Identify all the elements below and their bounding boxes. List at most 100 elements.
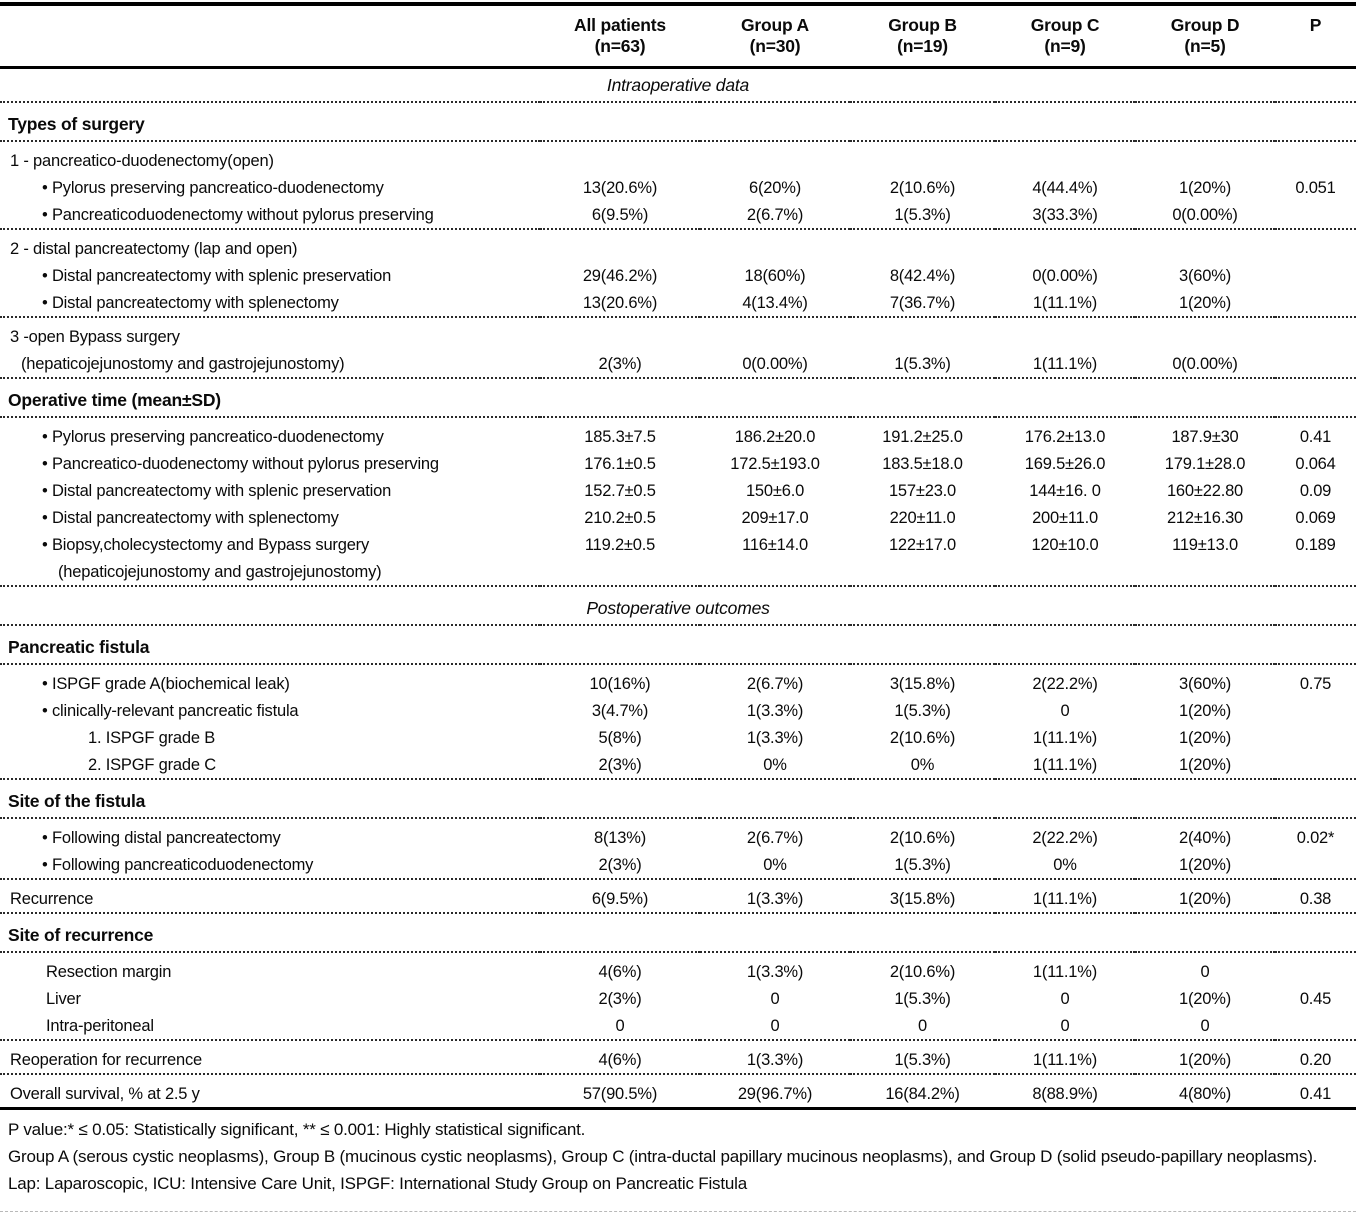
cell-value: 1(11.1%): [1032, 962, 1098, 981]
table-row: • Biopsy,cholecystectomy and Bypass surg…: [0, 531, 1356, 558]
table-row: • Distal pancreatectomy with splenectomy…: [0, 289, 1356, 317]
cell-value: 172.5±193.0: [730, 454, 820, 473]
row-label: 3 -open Bypass surgery: [10, 327, 180, 346]
section-separator: [0, 140, 1356, 147]
header-col-sub: (n=19): [897, 36, 948, 56]
cell-value: 2(22.2%): [1032, 674, 1098, 693]
header-empty-cell: [0, 6, 540, 69]
table-bottom-rule: [0, 1107, 1356, 1110]
section-separator: [0, 624, 1356, 631]
section-separator: [0, 1039, 1356, 1046]
cell-p-value: 0.41: [1299, 427, 1332, 446]
cell-value: 4(44.4%): [1032, 178, 1098, 197]
separator-line: [0, 1039, 1356, 1046]
table-row: Overall survival, % at 2.5 y 57(90.5%) 29(…: [0, 1080, 1356, 1107]
section-separator: [0, 912, 1356, 919]
cell-value: 169.5±26.0: [1024, 454, 1106, 473]
cell-value: 0(0.00%): [1172, 354, 1238, 373]
table-body: Intraoperative data Types of surgery 1 - p…: [0, 68, 1356, 1108]
row-label: Resection margin: [46, 962, 172, 981]
row-label: Intra-peritoneal: [46, 1016, 154, 1035]
cell-value: 5(8%): [598, 728, 642, 747]
cell-value: 144±16. 0: [1029, 481, 1101, 500]
cell-value: [700, 147, 850, 174]
section-header-label: Site of recurrence: [8, 925, 154, 945]
cell-value: 0: [615, 1016, 625, 1035]
cell-value: [700, 558, 850, 586]
cell-value: 152.7±0.5: [584, 481, 656, 500]
footnote-abbreviations: Lap: Laparoscopic, ICU: Intensive Care U…: [8, 1174, 747, 1193]
table-row: • Distal pancreatectomy with splenic pre…: [0, 262, 1356, 289]
row-label: • Distal pancreatectomy with splenectomy: [42, 293, 339, 312]
row-label: • Pancreaticoduodenectomy without pyloru…: [42, 205, 434, 224]
cell-value: 0: [770, 989, 780, 1008]
cell-value: 0: [770, 1016, 780, 1035]
cell-value: 4(6%): [598, 962, 642, 981]
cell-value: [850, 558, 995, 586]
cell-value: 2(10.6%): [889, 962, 956, 981]
page-bottom-faint-rule: [0, 1211, 1356, 1212]
cell-value: 1(20%): [1179, 178, 1231, 197]
table-row: • Pylorus preserving pancreatico-duodene…: [0, 423, 1356, 450]
cell-value: 187.9±30: [1171, 427, 1239, 446]
table-row: • Distal pancreatectomy with splenectomy…: [0, 504, 1356, 531]
header-col-group-a: Group A (n=30): [700, 6, 850, 69]
cell-value: 2(3%): [598, 855, 642, 874]
cell-value: [540, 147, 700, 174]
cell-value: 6(9.5%): [591, 205, 649, 224]
cell-value: 3(60%): [1179, 674, 1231, 693]
cell-value: 0: [1060, 1016, 1070, 1035]
separator-line: [0, 663, 1356, 670]
cell-value: 2(10.6%): [889, 828, 956, 847]
cell-value: 6(20%): [749, 178, 801, 197]
cell-p-value: [1275, 1012, 1356, 1040]
cell-value: 1(20%): [1179, 855, 1231, 874]
separator-line: [0, 624, 1356, 631]
header-col-p-value: P: [1275, 6, 1356, 69]
cell-value: [995, 558, 1135, 586]
row-label: • Pylorus preserving pancreatico-duodene…: [42, 178, 384, 197]
cell-p-value: 0.09: [1299, 481, 1332, 500]
cell-value: 0(0.00%): [1172, 205, 1238, 224]
separator-line: [0, 878, 1356, 885]
table-row: Reoperation for recurrence 4(6%) 1(3.3%) 1(…: [0, 1046, 1356, 1074]
cell-value: 150±6.0: [745, 481, 805, 500]
cell-value: 29(46.2%): [582, 266, 658, 285]
cell-value: 1(5.3%): [894, 989, 951, 1008]
cell-value: 2(6.7%): [746, 674, 804, 693]
section-separator: [0, 663, 1356, 670]
table-row: • Pylorus preserving pancreatico-duodene…: [0, 174, 1356, 201]
cell-value: [995, 235, 1135, 262]
row-label: Recurrence: [10, 889, 94, 908]
cell-value: 1(3.3%): [746, 962, 804, 981]
cell-value: 2(6.7%): [746, 205, 804, 224]
cell-p-value: 0.189: [1295, 535, 1336, 554]
cell-p-value: 0.02*: [1296, 828, 1335, 847]
cell-p-value: 0.41: [1299, 1084, 1332, 1103]
cell-value: 1(20%): [1179, 701, 1231, 720]
table-row: • ISPGF grade A(biochemical leak) 10(16%)…: [0, 670, 1356, 697]
table-row: • Following distal pancreatectomy 8(13%) 2…: [0, 824, 1356, 851]
header-col-title: Group B: [888, 15, 957, 35]
cell-value: [995, 323, 1135, 350]
section-separator: [0, 817, 1356, 824]
cell-value: 185.3±7.5: [584, 427, 656, 446]
outcomes-table: All patients (n=63) Group A (n=30) Group…: [0, 6, 1356, 1107]
row-label: • Pylorus preserving pancreatico-duodene…: [42, 427, 384, 446]
cell-value: [850, 147, 995, 174]
cell-p-value: [1275, 323, 1356, 350]
cell-value: 0%: [763, 755, 787, 774]
row-label: Liver: [46, 989, 81, 1008]
header-row: All patients (n=63) Group A (n=30) Group…: [0, 6, 1356, 69]
cell-p-value: [1275, 697, 1356, 724]
header-col-all-patients: All patients (n=63): [540, 6, 700, 69]
separator-line: [0, 228, 1356, 235]
cell-value: 220±11.0: [889, 508, 956, 527]
cell-value: [1135, 323, 1275, 350]
group-header-row: Intraoperative data: [0, 68, 1356, 103]
section-header-label: Types of surgery: [8, 114, 145, 134]
table-row: 3 -open Bypass surgery: [0, 323, 1356, 350]
cell-value: 1(11.1%): [1032, 354, 1098, 373]
cell-value: 1(5.3%): [894, 354, 951, 373]
cell-value: 200±11.0: [1032, 508, 1098, 527]
